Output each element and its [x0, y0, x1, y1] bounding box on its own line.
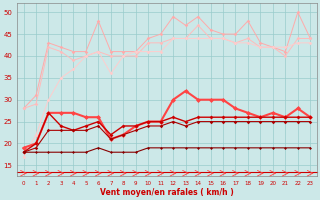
X-axis label: Vent moyen/en rafales ( km/h ): Vent moyen/en rafales ( km/h ): [100, 188, 234, 197]
